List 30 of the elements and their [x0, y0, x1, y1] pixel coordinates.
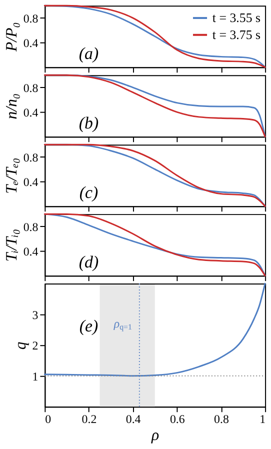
y-axis-title: n/n₀ [3, 93, 20, 120]
x-tick-label: 0.4 [126, 412, 141, 426]
legend-label: t = 3.75 s [212, 28, 261, 42]
x-tick-label: 0.8 [214, 412, 229, 426]
legend-label: t = 3.55 s [212, 10, 261, 25]
y-axis-title: q [12, 342, 30, 350]
y-axis-title: Tᵢ/Tᵢ₀ [3, 229, 20, 262]
y-tick-label: 3 [32, 308, 38, 322]
annotation: (c) [79, 183, 98, 202]
annotation: (b) [78, 114, 99, 133]
x-tick-label: 0.2 [82, 412, 97, 426]
annotation: (e) [79, 316, 98, 336]
x-tick-label: 0.6 [170, 412, 185, 426]
y-tick-label: 0.4 [23, 174, 38, 189]
y-tick-label: 1 [32, 369, 38, 384]
x-axis-title: ρ [150, 426, 160, 444]
y-tick-label: 0.4 [23, 36, 38, 50]
y-tick-label: 0.8 [23, 80, 38, 95]
y-tick-label: 0.4 [23, 244, 38, 258]
annotation: (d) [78, 252, 99, 272]
y-tick-label: 2 [32, 338, 38, 353]
y-tick-label: 0.8 [23, 150, 38, 164]
annotation: (a) [78, 44, 99, 64]
y-tick-label: 0.8 [23, 220, 38, 234]
y-axis-title: Tₑ/Tₑ₀ [3, 158, 20, 194]
x-tick-label: 1 [260, 412, 266, 426]
x-tick-label: 0 [45, 412, 52, 426]
y-tick-label: 0.8 [23, 11, 38, 26]
y-axis-title: P/P₀ [3, 22, 20, 53]
y-tick-label: 0.4 [23, 105, 38, 120]
